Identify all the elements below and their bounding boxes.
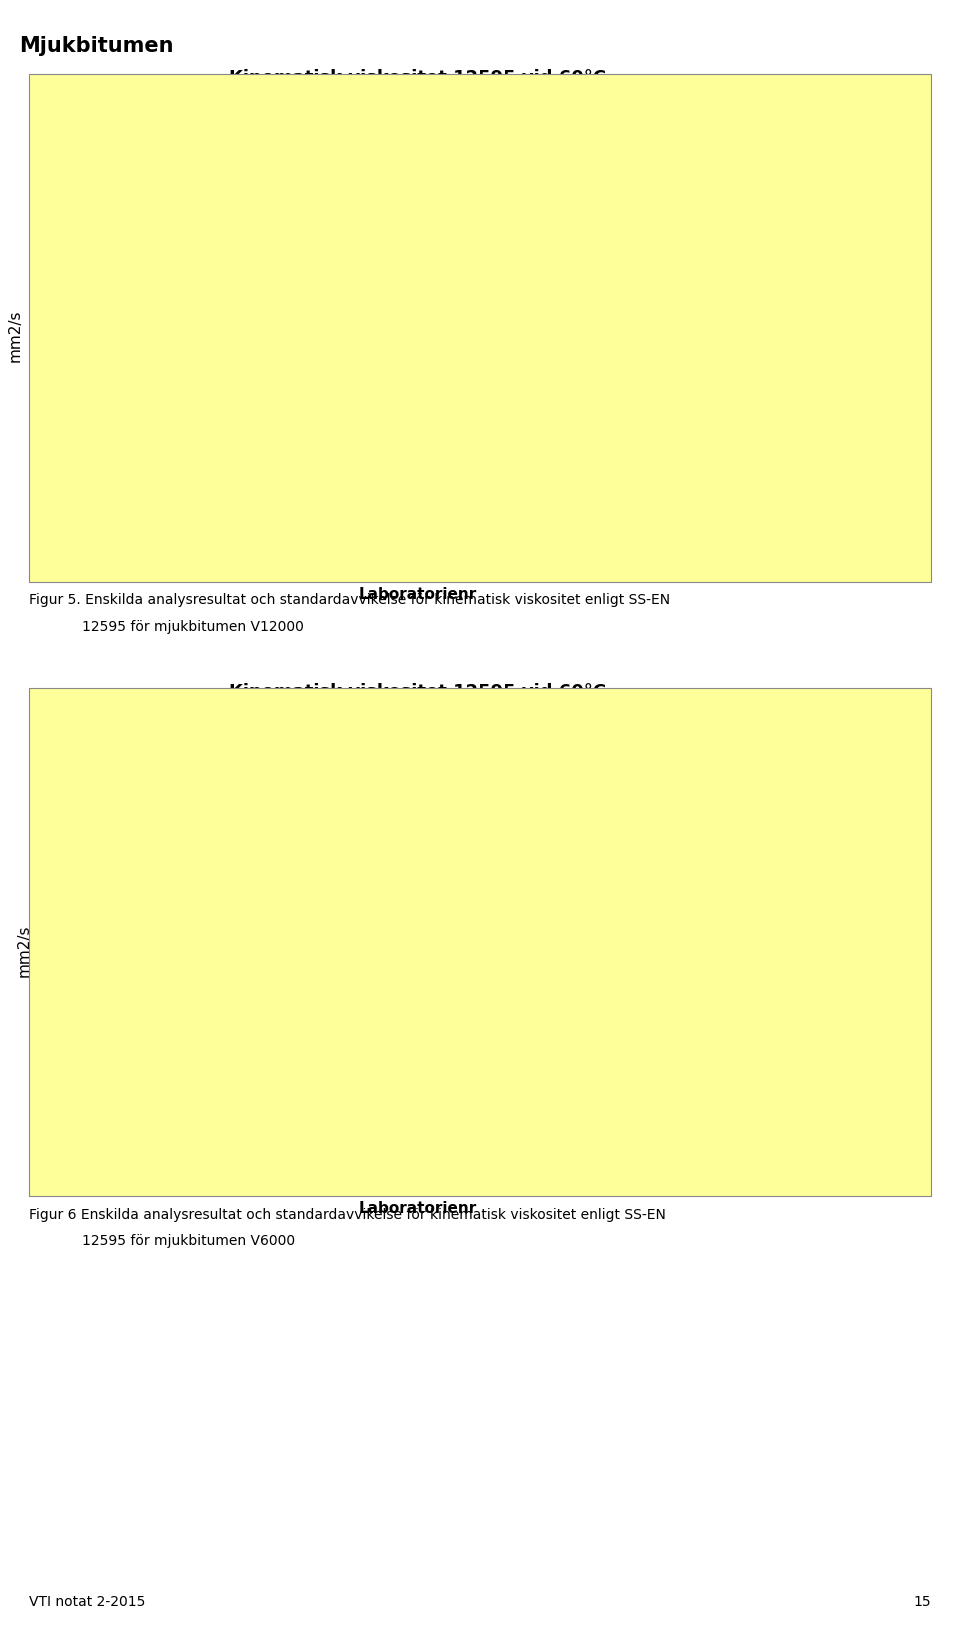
Title: Kinematisk viskositet 12595 vid 60°C
V12000: Kinematisk viskositet 12595 vid 60°C V12…	[229, 69, 606, 108]
Point	[661, 939, 677, 965]
Text: VTI notat 2-2015: VTI notat 2-2015	[29, 1595, 145, 1609]
Point	[578, 356, 593, 382]
Text: Figur 5. Enskilda analysresultat och standardavvikelse för kinematisk viskositet: Figur 5. Enskilda analysresultat och sta…	[29, 593, 670, 608]
Point	[325, 974, 342, 1000]
Point	[325, 411, 342, 438]
X-axis label: Laboratorienr: Laboratorienr	[358, 587, 477, 602]
Point	[157, 274, 173, 300]
Y-axis label: mm2/s: mm2/s	[16, 924, 31, 977]
X-axis label: Laboratorienr: Laboratorienr	[358, 1201, 477, 1216]
Text: 12595 för mjukbitumen V12000: 12595 för mjukbitumen V12000	[82, 620, 303, 634]
Title: Kinematisk viskositet 12595 vid 60°C
V6000: Kinematisk viskositet 12595 vid 60°C V60…	[229, 683, 606, 723]
Text: 12595 för mjukbitumen V6000: 12595 för mjukbitumen V6000	[82, 1234, 295, 1249]
Legend: 2*s, s, m, s, 2*s: 2*s, s, m, s, 2*s	[774, 736, 862, 875]
Point	[578, 990, 593, 1016]
Text: Figur 6 Enskilda analysresultat och standardavvikelse för kinematisk viskositet : Figur 6 Enskilda analysresultat och stan…	[29, 1208, 665, 1223]
Point	[661, 292, 677, 318]
Text: Mjukbitumen: Mjukbitumen	[19, 36, 174, 56]
Text: 15: 15	[914, 1595, 931, 1609]
Point	[157, 793, 173, 820]
Legend: 2*s, s, m, s, 2*s: 2*s, s, m, s, 2*s	[774, 121, 862, 261]
Y-axis label: mm2/s: mm2/s	[8, 310, 22, 362]
